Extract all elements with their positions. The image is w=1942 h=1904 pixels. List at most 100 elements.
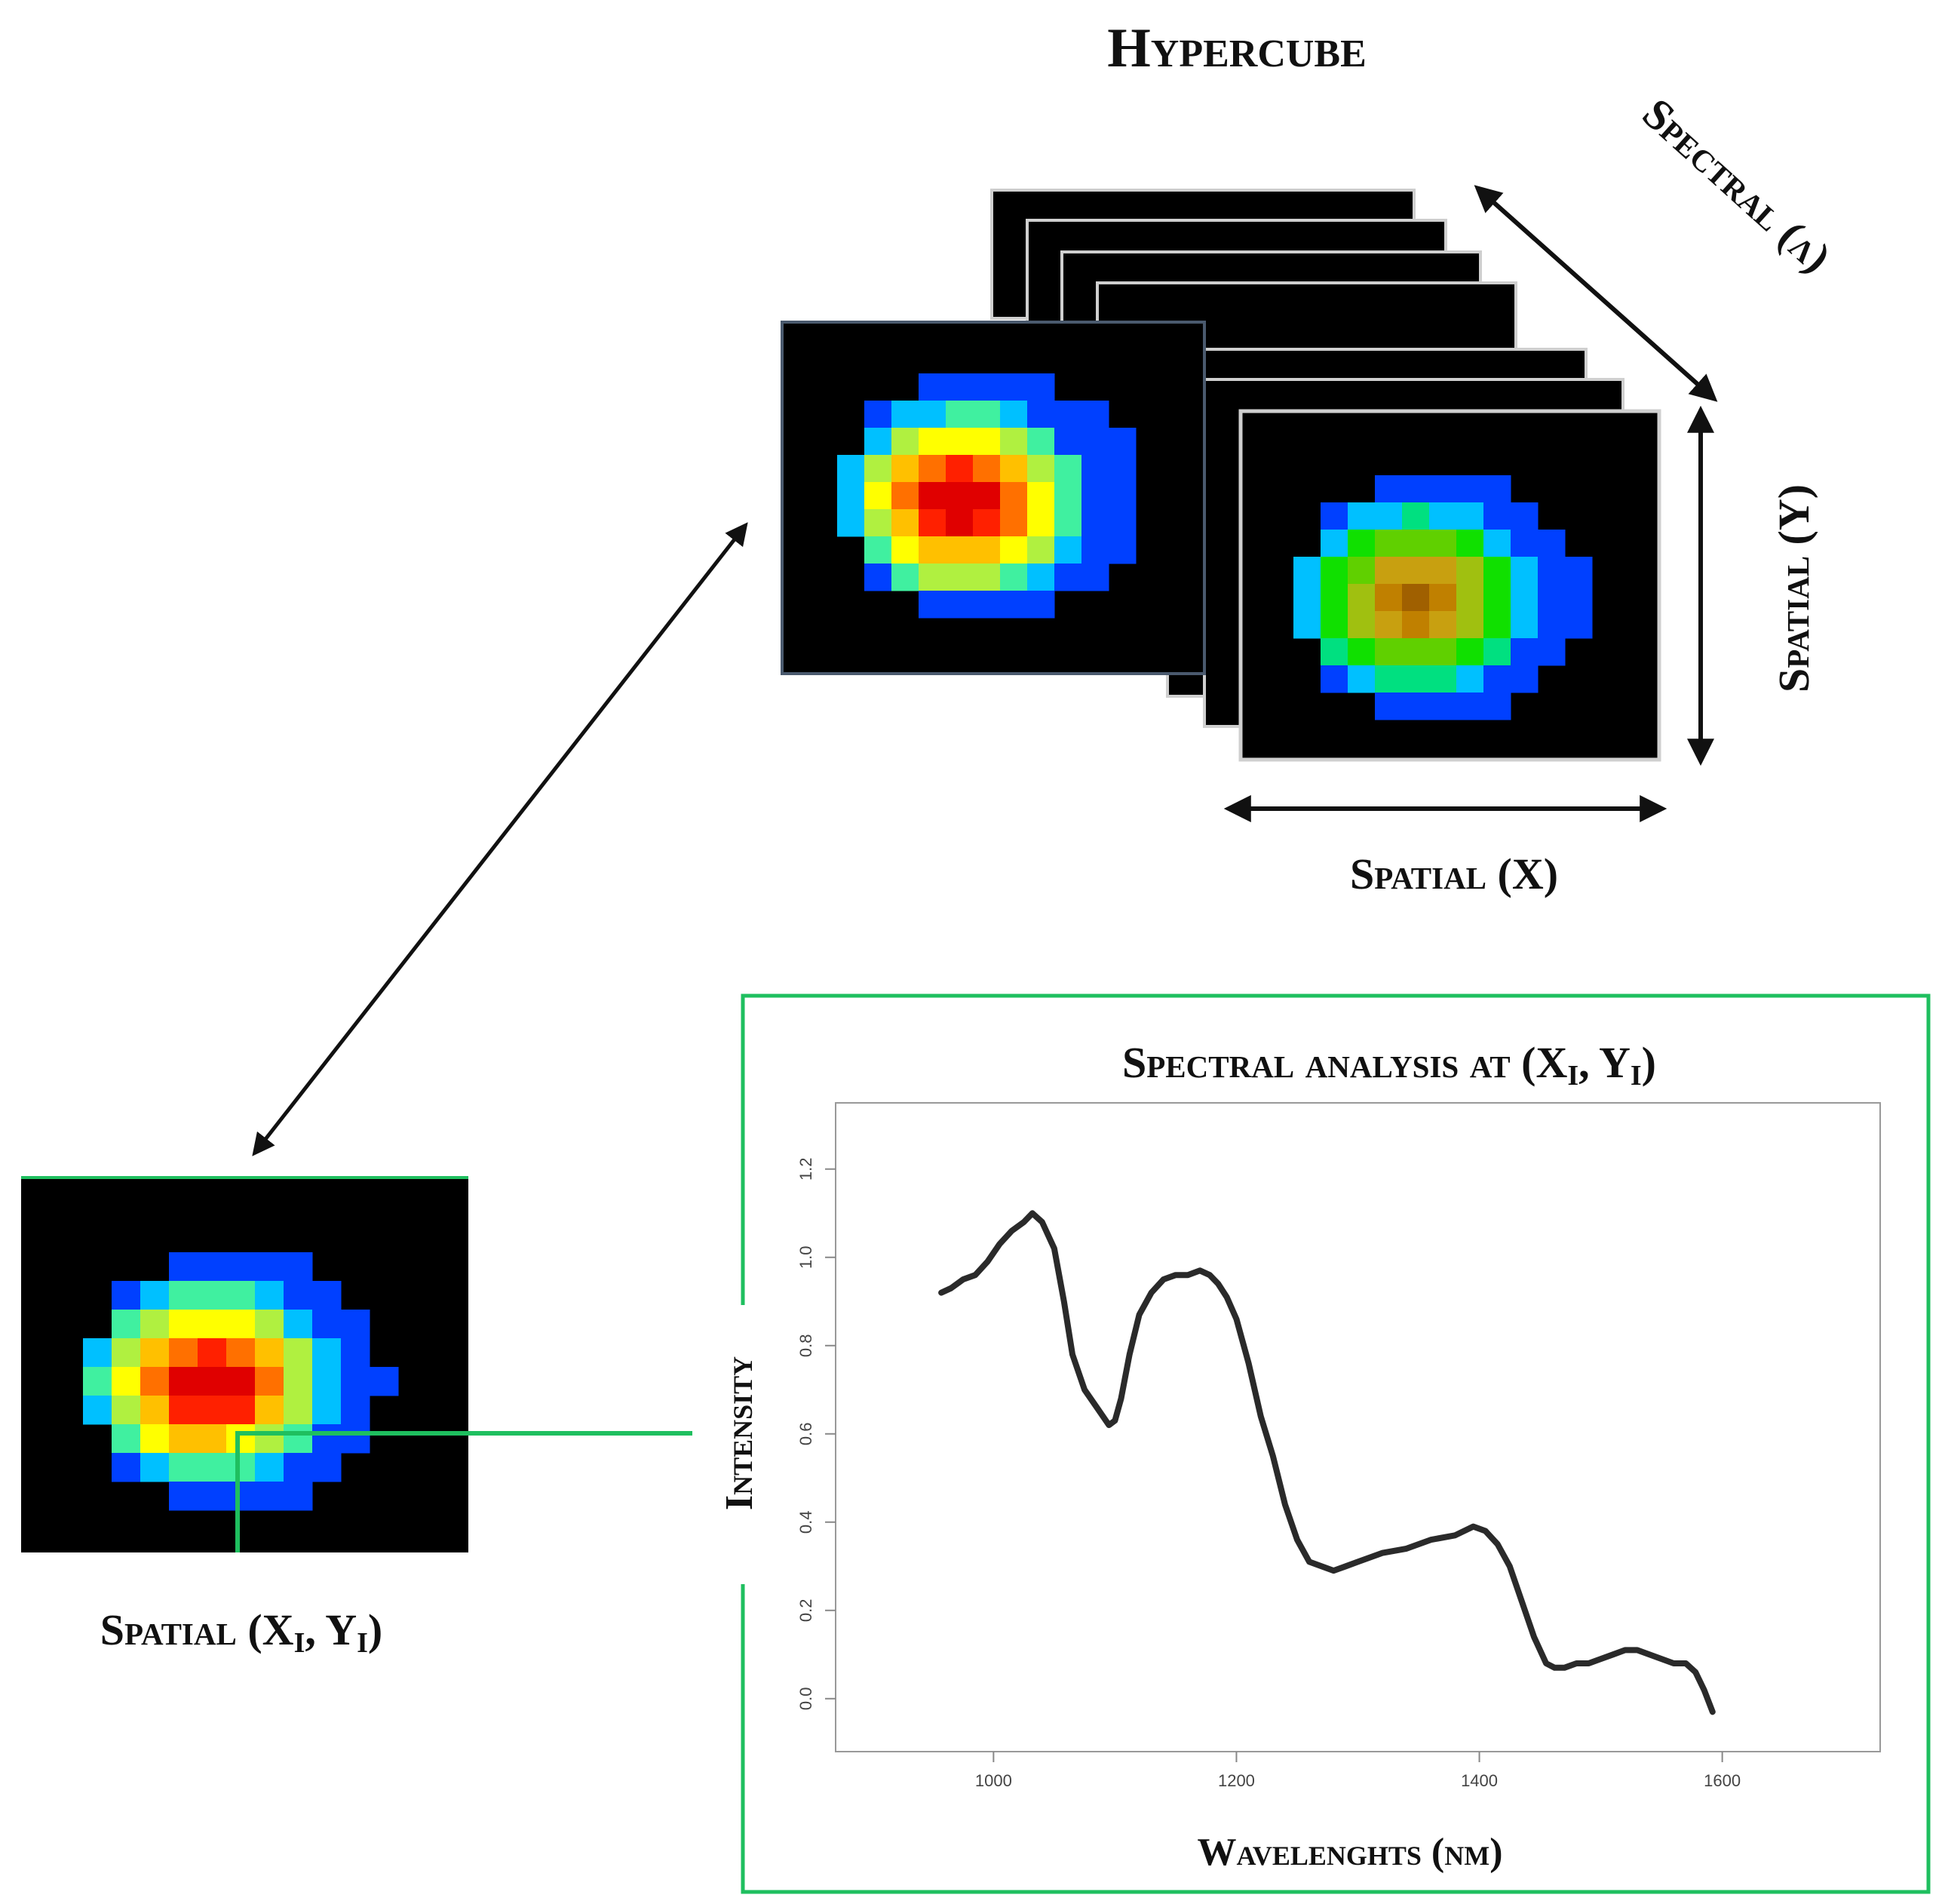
heatmap-pixel (169, 1482, 198, 1511)
heatmap-pixel (140, 1424, 170, 1454)
heatmap-pixel (255, 1310, 284, 1339)
heatmap-pixel (198, 1424, 227, 1454)
heatmap-pixel (1027, 373, 1055, 401)
heatmap-pixel (341, 1396, 370, 1425)
heatmap-pixel (169, 1252, 198, 1282)
heatmap-pixel (1000, 536, 1028, 564)
heatmap-pixel (1538, 584, 1566, 612)
heatmap-pixel (255, 1396, 284, 1425)
y-tick-label: 0.8 (796, 1334, 815, 1357)
heatmap-pixel (1565, 584, 1593, 612)
heatmap-pixel (198, 1281, 227, 1310)
heatmap-pixel (1483, 502, 1511, 530)
heatmap-pixel (1456, 475, 1484, 503)
heatmap-pixel (312, 1453, 342, 1482)
heatmap-pixel (169, 1453, 198, 1482)
heatmap-pixel (312, 1281, 342, 1310)
heatmap-pixel (169, 1281, 198, 1310)
heatmap-pixel (1109, 482, 1137, 510)
pixel-selection-image (21, 1176, 692, 1552)
heatmap-pixel (255, 1281, 284, 1310)
heatmap-pixel (1429, 530, 1457, 557)
heatmap-pixel (1538, 557, 1566, 585)
heatmap-pixel (198, 1310, 227, 1339)
heatmap-pixel (284, 1310, 313, 1339)
heatmap-pixel (1000, 455, 1028, 483)
heatmap-pixel (919, 373, 946, 401)
heatmap-pixel (919, 428, 946, 456)
heatmap-pixel (284, 1482, 313, 1511)
heatmap-pixel (1000, 564, 1028, 591)
heatmap-pixel (891, 482, 919, 510)
spectrum-line (938, 1210, 1716, 1715)
heatmap-pixel (255, 1367, 284, 1396)
heatmap-pixel (1483, 584, 1511, 612)
heatmap-pixel (255, 1252, 284, 1282)
heatmap-pixel (1054, 564, 1082, 591)
selected-band-image (781, 321, 1206, 675)
heatmap-pixel (198, 1453, 227, 1482)
x-tick-label: 1000 (975, 1771, 1012, 1790)
heatmap-pixel (1321, 557, 1348, 585)
heatmap-pixel (284, 1367, 313, 1396)
heatmap-pixel (1321, 665, 1348, 693)
heatmap-pixel (140, 1453, 170, 1482)
heatmap-pixel (1375, 530, 1403, 557)
heatmap-pixel (226, 1252, 256, 1282)
heatmap-pixel (973, 428, 1001, 456)
heatmap-pixel (1456, 584, 1484, 612)
heatmap-pixel (1348, 502, 1376, 530)
heatmap-pixel (1483, 557, 1511, 585)
pixel-label: Spatial (XI, YI) (100, 1605, 382, 1659)
heatmap-pixel (1375, 665, 1403, 693)
heatmap-pixel (312, 1424, 342, 1454)
heatmap-pixel (837, 482, 865, 510)
heatmap-pixel (973, 482, 1001, 510)
heatmap-pixel (1375, 584, 1403, 612)
heatmap-pixel (864, 564, 892, 591)
heatmap-pixel (891, 564, 919, 591)
heatmap-pixel (140, 1338, 170, 1368)
heatmap-pixel (83, 1367, 112, 1396)
heatmap-pixel (1109, 455, 1137, 483)
heatmap-pixel (169, 1367, 198, 1396)
y-tick-label: 0.2 (796, 1598, 815, 1622)
heatmap-pixel (1511, 502, 1539, 530)
heatmap-pixel (891, 455, 919, 483)
heatmap-pixel (1429, 584, 1457, 612)
heatmap-pixel (1402, 530, 1430, 557)
heatmap-pixel (946, 536, 974, 564)
heatmap-pixel (1054, 536, 1082, 564)
heatmap-pixel (1402, 475, 1430, 503)
heatmap-pixel (973, 564, 1001, 591)
heatmap-pixel (1027, 428, 1055, 456)
heatmap-pixel (1081, 482, 1109, 510)
heatmap-pixel (864, 536, 892, 564)
x-axis-label: Wavelenghts (nm) (1197, 1831, 1502, 1874)
heatmap-pixel (1081, 428, 1109, 456)
heatmap-pixel (1321, 638, 1348, 666)
heatmap-pixel (1402, 693, 1430, 720)
heatmap-pixel (226, 1281, 256, 1310)
heatmap-pixel (112, 1453, 141, 1482)
heatmap-pixel (919, 455, 946, 483)
y-tick-label: 1.0 (796, 1245, 815, 1269)
heatmap-pixel (973, 373, 1001, 401)
heatmap-pixel (864, 455, 892, 483)
heatmap-pixel (1375, 557, 1403, 585)
heatmap-pixel (341, 1424, 370, 1454)
heatmap-pixel (1000, 428, 1028, 456)
heatmap-pixel (1081, 455, 1109, 483)
heatmap-pixel (1429, 475, 1457, 503)
y-axis-label: Intensity (718, 1356, 761, 1510)
heatmap-pixel (1511, 584, 1539, 612)
heatmap-pixel (83, 1338, 112, 1368)
heatmap-pixel (198, 1338, 227, 1368)
heatmap-pixel (864, 428, 892, 456)
heatmap-pixel (1402, 611, 1430, 639)
heatmap-pixel (112, 1367, 141, 1396)
heatmap-pixel (284, 1396, 313, 1425)
heatmap-pixel (198, 1367, 227, 1396)
heatmap-pixel (1081, 536, 1109, 564)
